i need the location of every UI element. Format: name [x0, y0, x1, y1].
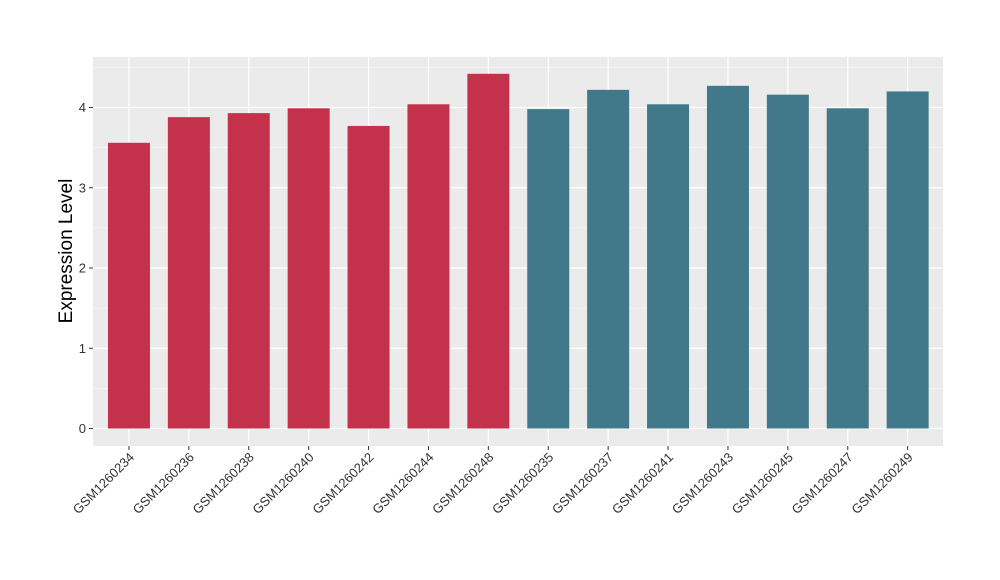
bar-GSM1260240 — [287, 108, 330, 429]
bars — [107, 73, 929, 429]
bar-GSM1260244 — [407, 104, 450, 429]
y-tick-label: 1 — [79, 341, 86, 356]
bar-GSM1260236 — [167, 117, 210, 429]
y-tick-label: 0 — [79, 421, 86, 436]
x-tick-label: GSM1260235 — [489, 450, 556, 517]
x-axis: GSM1260234GSM1260236GSM1260238GSM1260240… — [70, 446, 916, 517]
y-tick-label: 2 — [79, 261, 86, 276]
y-tick-label: 4 — [79, 100, 86, 115]
x-tick-label: GSM1260245 — [729, 450, 796, 517]
bar-GSM1260243 — [706, 85, 749, 429]
x-tick-label: GSM1260242 — [309, 450, 376, 517]
x-tick-label: GSM1260234 — [70, 450, 137, 517]
bar-GSM1260245 — [766, 94, 809, 429]
x-tick-label: GSM1260243 — [669, 450, 736, 517]
bar-GSM1260249 — [886, 91, 929, 429]
y-tick-label: 3 — [79, 180, 86, 195]
bar-GSM1260238 — [227, 113, 270, 429]
bar-GSM1260234 — [107, 142, 150, 429]
y-axis: 0 1 2 3 4 — [79, 100, 93, 436]
x-tick-label: GSM1260238 — [190, 450, 257, 517]
plot-panel — [93, 57, 943, 446]
bar-GSM1260235 — [527, 109, 570, 429]
x-tick-label: GSM1260241 — [609, 450, 676, 517]
x-tick-label: GSM1260244 — [369, 450, 436, 517]
x-tick-label: GSM1260237 — [549, 450, 616, 517]
bar-GSM1260237 — [587, 89, 630, 429]
x-tick-label: GSM1260236 — [130, 450, 197, 517]
bar-GSM1260241 — [647, 104, 690, 429]
x-tick-label: GSM1260248 — [429, 450, 496, 517]
x-tick-label: GSM1260240 — [249, 450, 316, 517]
y-axis-title: Expression Level — [56, 179, 77, 324]
x-tick-label: GSM1260249 — [848, 450, 915, 517]
bar-GSM1260248 — [467, 73, 510, 429]
bar-GSM1260242 — [347, 125, 390, 429]
bar-GSM1260247 — [826, 108, 869, 429]
x-tick-label: GSM1260247 — [789, 450, 856, 517]
